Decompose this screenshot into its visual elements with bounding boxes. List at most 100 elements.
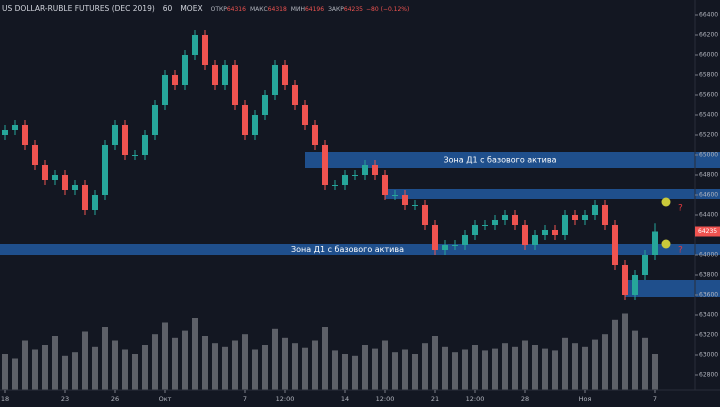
header: US DOLLAR-RUBLE FUTURES (DEC 2019) 60 MOEX… — [2, 4, 409, 13]
volume-bar — [82, 331, 88, 390]
candle-body — [602, 205, 608, 225]
candle-body — [322, 145, 328, 185]
volume-bar — [52, 336, 58, 390]
candle-body — [32, 145, 38, 165]
candle-body — [172, 75, 178, 85]
volume-bar — [542, 348, 548, 390]
candle-body — [542, 230, 548, 235]
x-tick-label: 7 — [243, 395, 247, 403]
x-tick-label: 28 — [521, 395, 529, 403]
volume-bar — [112, 340, 118, 390]
candle-body — [262, 95, 268, 115]
candle-body — [312, 125, 318, 145]
y-tick-label: 63600 — [699, 292, 718, 299]
x-tick-label: 26 — [111, 395, 119, 403]
x-tick-label: 21 — [431, 395, 439, 403]
candle-body — [552, 230, 558, 235]
candle-body — [352, 175, 358, 176]
volume-bar — [32, 349, 38, 390]
volume-bar — [322, 327, 328, 390]
candle-body — [102, 145, 108, 195]
candle-body — [52, 175, 58, 180]
volume-bar — [462, 349, 468, 390]
y-tick-label: 63800 — [699, 272, 718, 279]
volume-bar — [502, 343, 508, 390]
candle-body — [92, 195, 98, 210]
ohlc-value: 64196 — [305, 6, 324, 13]
zone — [625, 280, 720, 297]
volume-bar — [442, 346, 448, 390]
last-price-box — [695, 226, 720, 237]
candle-body — [162, 75, 168, 105]
volume-bar — [592, 339, 598, 390]
volume-bar — [372, 348, 378, 390]
volume-bar — [332, 350, 338, 390]
volume-bar — [242, 334, 248, 390]
y-tick-label: 64400 — [699, 212, 718, 219]
y-tick-label: 65600 — [699, 92, 718, 99]
volume-bar — [632, 330, 638, 390]
candle-body — [582, 215, 588, 220]
volume-bar — [612, 319, 618, 390]
volume-bar — [602, 334, 608, 390]
volume-bar — [72, 352, 78, 390]
volume-bar — [212, 343, 218, 390]
candle-body — [152, 105, 158, 135]
volume-bar — [102, 327, 108, 390]
candle-body — [562, 215, 568, 235]
candle-body — [512, 215, 518, 225]
marker — [661, 239, 671, 249]
candle-body — [532, 235, 538, 245]
volume-bar — [482, 350, 488, 390]
ohlc-value: 64235 — [344, 6, 363, 13]
x-tick-label: 12:00 — [276, 395, 295, 403]
candle-body — [252, 115, 258, 135]
y-tick-label: 64600 — [699, 192, 718, 199]
x-tick-label: 12:00 — [376, 395, 395, 403]
interval: 60 — [163, 4, 173, 13]
volume-bar — [622, 313, 628, 390]
zone — [0, 244, 720, 255]
last-price-label: 64235 — [698, 228, 717, 235]
volume-bar — [412, 354, 418, 390]
x-tick-label: 12:00 — [466, 395, 485, 403]
volume-bar — [382, 340, 388, 390]
volume-bar — [122, 349, 128, 390]
candle-body — [502, 215, 508, 220]
y-tick-label: 66200 — [699, 32, 718, 39]
candle-body — [612, 225, 618, 265]
volume-bar — [532, 345, 538, 390]
volume-bar — [522, 340, 528, 390]
candle-body — [182, 55, 188, 85]
exchange: MOEX — [180, 4, 202, 13]
volume-bar — [492, 348, 498, 390]
candle-body — [42, 165, 48, 180]
volume-bar — [292, 343, 298, 390]
y-tick-label: 65000 — [699, 152, 718, 159]
candle-body — [142, 135, 148, 155]
y-tick-label: 65400 — [699, 112, 718, 119]
marker-label: ? — [678, 246, 683, 256]
candle-body — [12, 125, 18, 130]
candle-body — [292, 85, 298, 105]
volume-bar — [172, 337, 178, 390]
volume-bar — [472, 345, 478, 390]
candle-body — [2, 130, 8, 135]
candle-body — [62, 175, 68, 190]
volume-bar — [262, 345, 268, 390]
candle-body — [222, 65, 228, 85]
volume-bar — [272, 328, 278, 390]
candle-body — [452, 245, 458, 246]
candle-body — [412, 205, 418, 206]
candle-body — [122, 125, 128, 155]
candle-body — [232, 65, 238, 105]
candle-body — [22, 125, 28, 145]
candle-body — [72, 185, 78, 190]
volume-bar — [142, 345, 148, 390]
change: −80 (−0.12%) — [366, 6, 409, 13]
candle-body — [642, 255, 648, 275]
candle-body — [382, 175, 388, 195]
volume-bar — [92, 346, 98, 390]
volume-bar — [512, 346, 518, 390]
